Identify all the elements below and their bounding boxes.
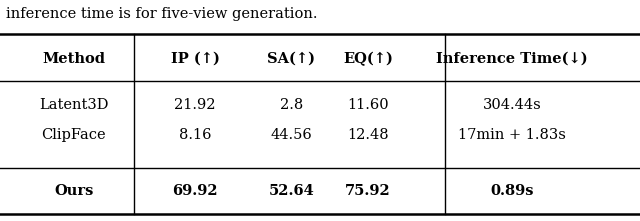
Text: EQ(↑): EQ(↑): [343, 51, 393, 66]
Text: Method: Method: [42, 51, 105, 66]
Text: 2.8: 2.8: [280, 98, 303, 112]
Text: Latent3D: Latent3D: [39, 98, 108, 112]
Text: IP (↑): IP (↑): [171, 51, 220, 66]
Text: 11.60: 11.60: [347, 98, 389, 112]
Text: inference time is for five-view generation.: inference time is for five-view generati…: [6, 7, 318, 21]
Text: 304.44s: 304.44s: [483, 98, 541, 112]
Text: 12.48: 12.48: [347, 128, 389, 142]
Text: 52.64: 52.64: [268, 184, 314, 198]
Text: Inference Time(↓): Inference Time(↓): [436, 51, 588, 66]
Text: 17min + 1.83s: 17min + 1.83s: [458, 128, 566, 142]
Text: 8.16: 8.16: [179, 128, 211, 142]
Text: SA(↑): SA(↑): [268, 51, 315, 66]
Text: Ours: Ours: [54, 184, 93, 198]
Text: 75.92: 75.92: [345, 184, 391, 198]
Text: 21.92: 21.92: [175, 98, 216, 112]
Text: 44.56: 44.56: [270, 128, 312, 142]
Text: 69.92: 69.92: [172, 184, 218, 198]
Text: 0.89s: 0.89s: [490, 184, 534, 198]
Text: ClipFace: ClipFace: [42, 128, 106, 142]
